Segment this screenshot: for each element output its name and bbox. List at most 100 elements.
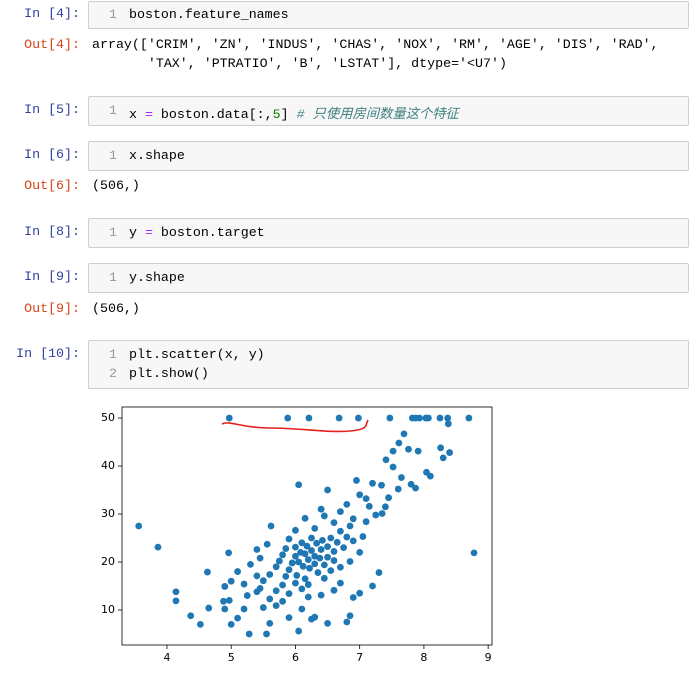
point <box>172 588 180 596</box>
point <box>372 511 380 519</box>
point <box>386 414 394 422</box>
point <box>311 524 319 532</box>
point <box>234 568 242 575</box>
point <box>436 414 444 422</box>
input-prompt: In [4]: <box>24 6 80 21</box>
code-line: y.shape <box>129 270 185 285</box>
point <box>327 567 335 575</box>
point <box>324 620 331 627</box>
y-tick-label: 30 <box>101 507 115 520</box>
point <box>412 484 419 492</box>
code-cell[interactable]: 1 x.shape <box>88 141 689 171</box>
point <box>343 501 351 508</box>
point <box>330 557 338 564</box>
point <box>356 548 364 556</box>
code-line: x.shape <box>129 148 185 163</box>
point <box>221 583 229 590</box>
line-number: 1 <box>109 225 117 240</box>
x-tick-label: 6 <box>292 651 299 664</box>
point <box>346 558 354 565</box>
point <box>225 596 233 604</box>
point <box>426 472 434 480</box>
point <box>381 503 389 511</box>
point <box>299 562 307 570</box>
point <box>303 542 311 550</box>
point <box>317 546 325 553</box>
point <box>353 477 360 484</box>
point <box>394 485 402 493</box>
code-cell[interactable]: 1 boston.feature_names <box>88 1 689 29</box>
point <box>378 510 386 517</box>
point <box>259 577 267 585</box>
code-cell[interactable]: 1 y = boston.target <box>88 218 689 248</box>
line-number: 1 <box>109 103 117 118</box>
point <box>330 548 338 555</box>
point <box>240 580 248 588</box>
code-line: x = boston.data[:,5] # 只使用房间数量这个特征 <box>129 103 459 122</box>
axes-frame <box>121 406 493 646</box>
point <box>279 551 286 559</box>
point <box>470 549 478 557</box>
point <box>282 572 290 580</box>
x-tick-label: 8 <box>420 651 427 664</box>
point <box>317 505 325 513</box>
point <box>385 494 392 502</box>
code-cell[interactable]: 1 x = boston.data[:,5] # 只使用房间数量这个特征 <box>88 96 689 126</box>
line-number: 1 <box>109 347 117 362</box>
point <box>301 575 309 583</box>
point <box>266 620 274 627</box>
code: plt.show() <box>129 366 209 381</box>
point <box>389 463 397 471</box>
point <box>298 605 306 613</box>
point <box>293 572 301 579</box>
point <box>407 480 415 488</box>
point <box>259 604 267 611</box>
point <box>400 430 408 438</box>
point <box>304 593 312 601</box>
point <box>349 515 357 523</box>
code: y.shape <box>129 270 185 285</box>
point <box>154 543 162 551</box>
point <box>446 449 454 456</box>
point <box>320 561 328 569</box>
point <box>253 572 261 580</box>
point <box>346 612 354 620</box>
point <box>405 445 412 453</box>
point <box>343 533 351 541</box>
output: (506,) <box>92 301 140 316</box>
point <box>337 527 344 535</box>
point <box>298 585 306 593</box>
output-prompt: Out[4]: <box>24 37 80 52</box>
point <box>375 569 383 576</box>
point <box>285 614 293 622</box>
point <box>225 549 233 557</box>
point <box>324 486 331 494</box>
point <box>349 537 357 545</box>
point <box>272 602 280 610</box>
point <box>337 563 344 571</box>
point <box>439 454 447 462</box>
point <box>301 550 309 558</box>
point <box>304 581 312 588</box>
code-line: plt.scatter(x, y) <box>129 347 265 362</box>
line-number: 1 <box>109 148 117 163</box>
code-cell[interactable]: 1 plt.scatter(x, y) 2 plt.show() <box>88 340 689 389</box>
point <box>324 543 331 551</box>
point <box>327 534 335 542</box>
x-tick-label: 9 <box>485 651 492 664</box>
point <box>272 563 280 571</box>
code-cell[interactable]: 1 y.shape <box>88 263 689 293</box>
point <box>225 414 233 422</box>
point <box>444 420 452 428</box>
point <box>227 577 235 585</box>
line-number: 1 <box>109 270 117 285</box>
point <box>288 559 296 567</box>
point <box>425 414 432 422</box>
point <box>301 514 309 522</box>
input-prompt: In [9]: <box>24 269 80 284</box>
x-tick-label: 5 <box>228 651 235 664</box>
point <box>313 539 321 547</box>
input-prompt: In [10]: <box>16 346 80 361</box>
y-tick-label: 20 <box>101 555 115 568</box>
